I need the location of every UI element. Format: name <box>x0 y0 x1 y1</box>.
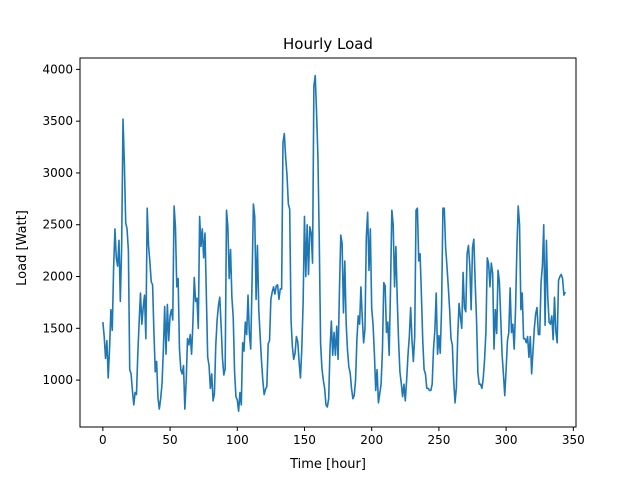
y-tick-label: 3500 <box>42 114 73 128</box>
x-tick-label: 350 <box>562 433 585 447</box>
y-tick-label: 4000 <box>42 62 73 76</box>
x-tick-label: 0 <box>99 433 107 447</box>
y-tick-label: 1500 <box>42 321 73 335</box>
y-tick-label: 2000 <box>42 270 73 284</box>
x-tick-label: 250 <box>427 433 450 447</box>
y-tick-label: 1000 <box>42 373 73 387</box>
x-tick-label: 100 <box>226 433 249 447</box>
x-axis-ticks: 0 50 100 150 200 250 300 350 <box>99 427 585 447</box>
chart-title: Hourly Load <box>283 35 373 53</box>
y-axis-label: Load [Watt] <box>15 210 30 286</box>
x-tick-label: 200 <box>360 433 383 447</box>
y-axis-ticks: 1000 1500 2000 2500 3000 3500 4000 <box>42 62 80 387</box>
plot-frame <box>79 57 577 428</box>
x-axis-label: Time [hour] <box>289 457 366 472</box>
x-tick-label: 50 <box>162 433 177 447</box>
y-tick-label: 2500 <box>42 218 73 232</box>
x-tick-label: 150 <box>293 433 316 447</box>
y-tick-label: 3000 <box>42 166 73 180</box>
x-tick-label: 300 <box>495 433 518 447</box>
load-series-line <box>102 74 566 412</box>
